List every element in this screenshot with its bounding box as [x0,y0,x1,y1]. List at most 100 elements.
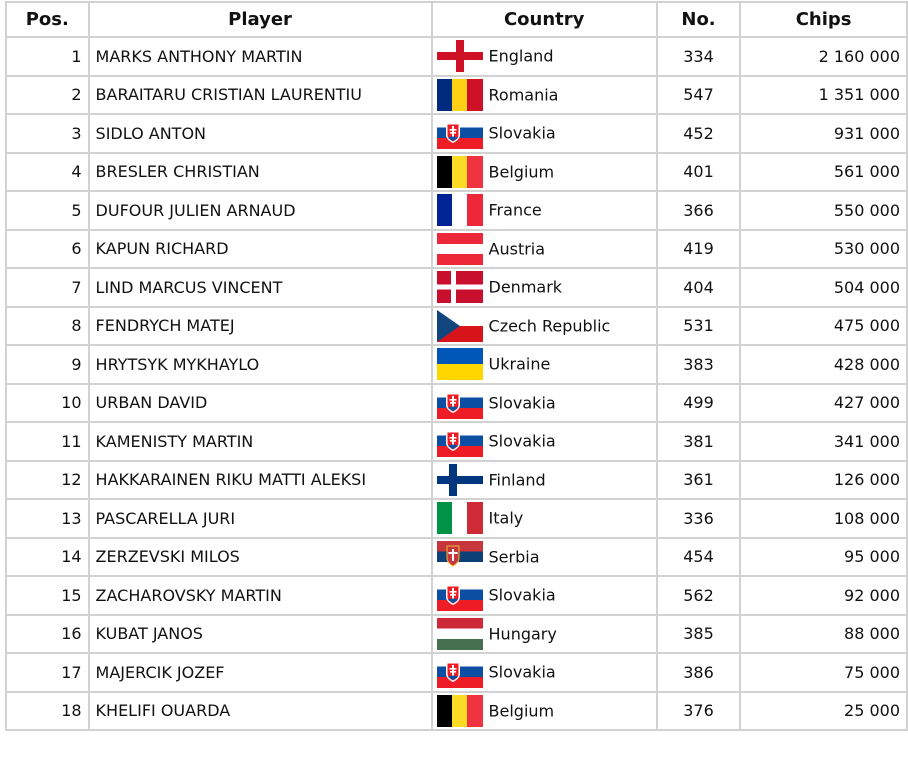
country-cell: France [430,190,658,231]
position-cell: 17 [5,652,90,693]
player-name-cell: ZACHAROVSKY MARTIN [87,575,433,616]
header-no[interactable]: No. [655,1,742,38]
seat-number-cell: 454 [655,536,742,577]
header-player[interactable]: Player [87,1,433,38]
czech-flag-icon [436,309,483,342]
country-name: Finland [488,470,546,490]
position-cell: 7 [5,267,90,308]
chips-cell: 475 000 [739,305,908,346]
seat-number-cell: 381 [655,421,742,462]
romania-flag-icon [436,78,483,111]
country-name: Slovakia [488,431,556,451]
position-cell: 3 [5,113,90,154]
player-name-cell: KUBAT JANOS [87,613,433,654]
player-name-cell: ZERZEVSKI MILOS [87,536,433,577]
finland-flag-icon [436,463,483,496]
seat-number-cell: 531 [655,305,742,346]
seat-number-cell: 404 [655,267,742,308]
player-name-cell: KAMENISTY MARTIN [87,421,433,462]
england-flag-icon [436,40,483,73]
country-name: England [488,46,554,66]
chips-cell: 931 000 [739,113,908,154]
country-name: Slovakia [488,585,556,605]
position-cell: 2 [5,74,90,115]
table-row: 12 HAKKARAINEN RIKU MATTI ALEKSI Finland 36… [5,459,908,500]
player-name-cell: SIDLO ANTON [87,113,433,154]
country-name: Denmark [488,277,563,297]
country-cell: England [430,36,658,77]
seat-number-cell: 385 [655,613,742,654]
position-cell: 12 [5,459,90,500]
country-cell: Slovakia [430,575,658,616]
table-row: 18 KHELIFI OUARDA Belgium 376 25 000 [5,690,908,731]
chips-cell: 2 160 000 [739,36,908,77]
table-row: 3 SIDLO ANTON Slovakia 452 931 000 [5,113,908,154]
chips-cell: 504 000 [739,267,908,308]
header-chips[interactable]: Chips [739,1,908,38]
country-cell: Finland [430,459,658,500]
table-row: 15 ZACHAROVSKY MARTIN Slovakia 562 92 000 [5,575,908,616]
position-cell: 16 [5,613,90,654]
player-name-cell: URBAN DAVID [87,382,433,423]
player-name-cell: MARKS ANTHONY MARTIN [87,36,433,77]
chip-count-table: Pos. Player Country No. Chips 1 MARKS ANT… [5,1,908,731]
country-cell: Slovakia [430,382,658,423]
player-name-cell: FENDRYCH MATEJ [87,305,433,346]
country-cell: Slovakia [430,421,658,462]
denmark-flag-icon [436,271,483,304]
chips-cell: 108 000 [739,498,908,539]
table-row: 16 KUBAT JANOS Hungary 385 88 000 [5,613,908,654]
ukraine-flag-icon [436,348,483,381]
table-row: 9 HRYTSYK MYKHAYLO Ukraine 383 428 000 [5,344,908,385]
country-cell: Belgium [430,690,658,731]
position-cell: 15 [5,575,90,616]
player-name-cell: DUFOUR JULIEN ARNAUD [87,190,433,231]
table-row: 10 URBAN DAVID Slovakia 499 427 000 [5,382,908,423]
country-cell: Hungary [430,613,658,654]
slovakia-flag-icon [436,579,483,612]
table-row: 8 FENDRYCH MATEJ Czech Republic 531 475 000 [5,305,908,346]
slovakia-flag-icon [436,656,483,689]
hungary-flag-icon [436,617,483,650]
position-cell: 8 [5,305,90,346]
seat-number-cell: 366 [655,190,742,231]
header-country[interactable]: Country [430,1,658,38]
seat-number-cell: 547 [655,74,742,115]
chips-cell: 25 000 [739,690,908,731]
position-cell: 6 [5,228,90,269]
country-cell: Austria [430,228,658,269]
player-name-cell: BRESLER CHRISTIAN [87,151,433,192]
country-cell: Romania [430,74,658,115]
position-cell: 1 [5,36,90,77]
country-cell: Denmark [430,267,658,308]
table-row: 4 BRESLER CHRISTIAN Belgium 401 561 000 [5,151,908,192]
chips-cell: 92 000 [739,575,908,616]
chips-cell: 341 000 [739,421,908,462]
seat-number-cell: 334 [655,36,742,77]
slovakia-flag-icon [436,117,483,150]
seat-number-cell: 386 [655,652,742,693]
country-name: France [488,200,542,220]
seat-number-cell: 361 [655,459,742,500]
header-pos[interactable]: Pos. [5,1,90,38]
table-row: 11 KAMENISTY MARTIN Slovakia 381 341 000 [5,421,908,462]
seat-number-cell: 419 [655,228,742,269]
player-name-cell: MAJERCIK JOZEF [87,652,433,693]
player-name-cell: HRYTSYK MYKHAYLO [87,344,433,385]
slovakia-flag-icon [436,425,483,458]
player-name-cell: KHELIFI OUARDA [87,690,433,731]
chips-cell: 530 000 [739,228,908,269]
position-cell: 18 [5,690,90,731]
country-cell: Serbia [430,536,658,577]
seat-number-cell: 562 [655,575,742,616]
belgium-flag-icon [436,694,483,727]
table-body: 1 MARKS ANTHONY MARTIN England 334 2 160 000… [5,36,908,731]
position-cell: 14 [5,536,90,577]
country-cell: Belgium [430,151,658,192]
table-row: 6 KAPUN RICHARD Austria 419 530 000 [5,228,908,269]
position-cell: 5 [5,190,90,231]
player-name-cell: HAKKARAINEN RIKU MATTI ALEKSI [87,459,433,500]
country-name: Slovakia [488,393,556,413]
seat-number-cell: 499 [655,382,742,423]
austria-flag-icon [436,232,483,265]
